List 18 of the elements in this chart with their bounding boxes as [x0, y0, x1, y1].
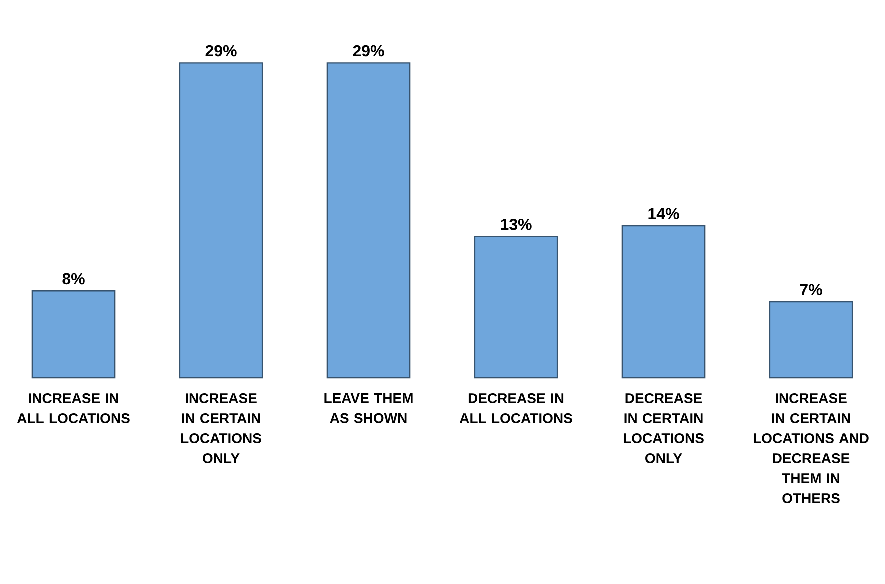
bar	[326, 62, 411, 379]
data-label: 8%	[62, 273, 85, 285]
data-label: 29%	[206, 45, 237, 57]
x-tick-label: INCREASE IN ALL LOCATIONS	[17, 394, 130, 424]
bar	[32, 290, 116, 379]
x-tick-label: DECREASE IN CERTAIN LOCATIONS ONLY	[624, 394, 704, 464]
data-label: 29%	[353, 45, 384, 57]
bar	[179, 62, 264, 379]
x-tick-label: INCREASE IN CERTAIN LOCATIONS AND DECREASE THEM IN OTHERS	[754, 394, 869, 504]
data-label: 13%	[501, 218, 532, 230]
x-tick-label: INCREASE IN CERTAIN LOCATIONS ONLY	[181, 394, 262, 464]
data-label: 14%	[648, 208, 680, 220]
bar	[474, 236, 558, 379]
data-label: 7%	[800, 284, 822, 296]
x-tick-label: DECREASE IN ALL LOCATIONS	[460, 394, 572, 424]
bar	[769, 301, 854, 379]
bar	[622, 225, 706, 379]
x-tick-label: LEAVE THEM AS SHOWN	[324, 394, 413, 424]
